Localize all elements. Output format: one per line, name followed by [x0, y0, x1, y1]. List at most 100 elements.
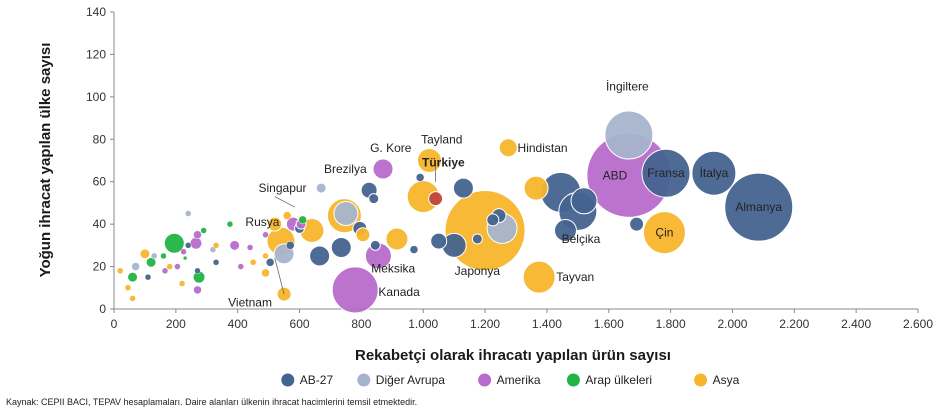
x-tick-label: 1.400	[532, 317, 562, 331]
bubble-point	[226, 220, 234, 228]
x-tick-label: 1.800	[656, 317, 686, 331]
bubble-point	[369, 239, 381, 251]
bubble-point	[229, 239, 241, 251]
legend-swatch	[281, 373, 295, 387]
bubble-fransa	[641, 148, 691, 198]
legend-item: AB-27	[281, 373, 333, 387]
legend-label: Asya	[713, 373, 740, 387]
bubble-point	[174, 263, 181, 270]
legend-item: Diğer Avrupa	[357, 373, 445, 387]
bubble-label: Japonya	[455, 264, 501, 278]
legend-item: Arap ülkeleri	[566, 373, 652, 387]
bubble-i̇ngiltere	[604, 110, 654, 160]
y-tick-label: 0	[99, 302, 106, 316]
bubble-label: İngiltere	[606, 79, 649, 93]
bubble-point	[286, 241, 295, 250]
bubble-point	[144, 273, 152, 281]
bubble-point	[163, 232, 185, 254]
bubble-point	[267, 216, 283, 232]
bubble-çin	[642, 211, 686, 255]
bubble-point	[261, 268, 270, 278]
y-axis-title: Yoğun ihracat yapılan ülke sayısı	[37, 43, 54, 278]
bubble-point	[553, 219, 577, 243]
y-tick-label: 140	[86, 5, 106, 19]
bubble-point	[180, 248, 187, 255]
bubble-point	[129, 295, 136, 302]
bubble-label: Rusya	[245, 215, 279, 229]
bubble-point	[471, 233, 483, 245]
bubble-point	[315, 182, 327, 194]
source-note: Kaynak: CEPII BACI, TEPAV hesaplamaları.…	[6, 397, 418, 407]
leader-line	[274, 257, 285, 295]
bubble-label: Tayland	[421, 132, 462, 146]
bubble-point	[385, 227, 409, 251]
bubble-point	[161, 267, 169, 275]
legend-label: AB-27	[300, 373, 334, 387]
bubble-label: Belçika	[562, 232, 601, 246]
bubble-label: Singapur	[259, 181, 307, 195]
axes: 0 200 400 600 800 1.000 1.200 1.400 1.600 1.800 2.…	[86, 5, 933, 331]
bubble-i̇talya	[691, 150, 737, 196]
bubble-point	[166, 263, 173, 270]
bubble-tayland	[416, 148, 442, 173]
legend-label: Arap ülkeleri	[585, 373, 652, 387]
bubble-tayvan	[522, 260, 556, 294]
bubble-label: İtalya	[700, 166, 729, 180]
bubble-point	[452, 177, 474, 199]
y-tick-label: 100	[86, 90, 106, 104]
bubble-point	[415, 173, 425, 182]
bubble-label: ABD	[603, 168, 628, 182]
x-axis-title: Rekabetçi olarak ihracatı yapılan ürün s…	[355, 347, 671, 364]
legend-item: Amerika	[478, 373, 541, 387]
x-tick-label: 1.200	[470, 317, 500, 331]
bubble-point	[150, 252, 158, 260]
bubble-point	[184, 210, 192, 217]
bubble-point	[182, 255, 188, 261]
bubble-point	[189, 236, 203, 250]
bubble-point	[262, 252, 269, 260]
bubble-point	[486, 213, 500, 227]
bubble-point	[430, 232, 448, 250]
legend-label: Diğer Avrupa	[376, 373, 445, 387]
bubble-label: Türkiye	[422, 156, 465, 170]
bubble-point	[194, 267, 201, 275]
bubble-point	[127, 271, 139, 283]
bubble-label: Meksika	[371, 262, 415, 276]
bubble-point	[570, 187, 598, 215]
bubble-point	[409, 245, 419, 254]
x-tick-label: 2.600	[903, 317, 933, 331]
bubble-point	[523, 175, 549, 201]
legend-swatch	[566, 373, 580, 387]
bubble-label: Hindistan	[518, 141, 568, 155]
bubble-point	[160, 252, 167, 260]
bubble-point	[139, 248, 151, 260]
bubble-point	[212, 242, 220, 249]
bubble-point	[309, 245, 331, 267]
y-tick-label: 120	[86, 47, 106, 61]
legend-item: Asya	[694, 373, 740, 387]
x-tick-label: 400	[228, 317, 248, 331]
bubble-label: Kanada	[378, 285, 420, 299]
bubble-label: Fransa	[647, 166, 685, 180]
bubble-label: Brezilya	[324, 162, 367, 176]
bubble-point	[249, 259, 257, 266]
x-tick-label: 800	[351, 317, 371, 331]
bubble-point	[116, 267, 124, 275]
bubble-point	[145, 256, 157, 268]
x-tick-label: 200	[166, 317, 186, 331]
bubble-point	[246, 244, 254, 251]
bubble-point	[368, 193, 380, 205]
bubble-point	[184, 242, 192, 249]
bubble-point	[330, 236, 352, 258]
bubble-point	[200, 227, 207, 234]
legend-swatch	[478, 373, 492, 387]
legend-swatch	[694, 373, 708, 387]
legend: AB-27 Diğer Avrupa Amerika Arap ülkeleri Asy…	[281, 373, 740, 387]
legend-swatch	[357, 373, 371, 387]
x-tick-label: 0	[111, 317, 118, 331]
bubble-türkiye	[428, 191, 444, 207]
y-tick-label: 40	[93, 217, 107, 231]
y-tick-label: 60	[93, 175, 107, 189]
bubble-labels: Almanya Fransa İtalya ABD Çin İngiltere Hindis…	[228, 79, 782, 309]
bubble-hindistan	[498, 138, 518, 158]
